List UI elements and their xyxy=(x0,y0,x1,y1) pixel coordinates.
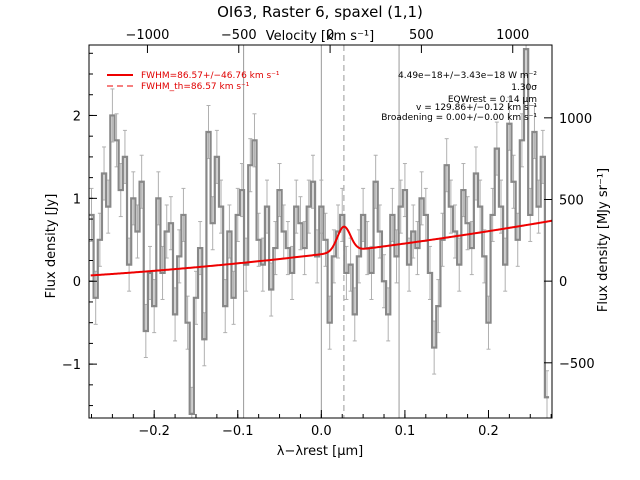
annotation-velocity: v = 129.86+/−0.12 km s⁻¹ xyxy=(416,103,537,113)
annotation-sigma: 1.30σ xyxy=(511,83,537,93)
annotation-broadening: Broadening = 0.00+/−0.00 km s⁻¹ xyxy=(381,113,537,123)
y2-tick-label: 0 xyxy=(559,275,567,290)
fit-annotations: 4.49e−18+/−3.43e−18 W m⁻² 1.30σ EQWrest … xyxy=(381,71,537,123)
top-tick-label: 1000 xyxy=(496,28,529,43)
data-step-series xyxy=(89,48,550,415)
top-tick-label: 0 xyxy=(326,28,334,43)
x-tick-label: 0.0 xyxy=(311,424,332,439)
x-axis-title: λ−λrest [μm] xyxy=(277,444,363,459)
y2-tick-label: 1000 xyxy=(559,112,592,127)
annotation-flux: 4.49e−18+/−3.43e−18 W m⁻² xyxy=(398,71,537,81)
y-tick-label: 1 xyxy=(73,192,81,207)
top-tick-label: −500 xyxy=(221,28,257,43)
y-tick-label: 2 xyxy=(73,109,81,124)
legend-label-fwhm: FWHM=86.57+/−46.76 km s⁻¹ xyxy=(141,71,280,81)
annotation-eqw: EQWrest = 0.14 μm xyxy=(448,95,537,105)
legend-label-fwhm-th: FWHM_th=86.57 km s⁻¹ xyxy=(141,82,250,92)
y-tick-label: 0 xyxy=(73,275,81,290)
y2-tick-label: 500 xyxy=(559,193,584,208)
x-tick-label: −0.1 xyxy=(222,424,254,439)
top-tick-label: 500 xyxy=(409,28,434,43)
y-tick-label: −1 xyxy=(62,358,81,373)
x-tick-label: 0.2 xyxy=(478,424,499,439)
y2-axis-title: Flux density [MJy sr⁻¹] xyxy=(596,168,611,312)
y2-tick-label: −500 xyxy=(559,357,595,372)
top-tick-label: −1000 xyxy=(125,28,169,43)
svg-text:Velocity [km s⁻¹]: Velocity [km s⁻¹] xyxy=(266,29,374,44)
y-axis-title: Flux density [Jy] xyxy=(44,194,59,299)
x-tick-label: −0.2 xyxy=(138,424,170,439)
fit-curve xyxy=(90,219,553,277)
chart-title: OI63, Raster 6, spaxel (1,1) xyxy=(217,3,423,21)
top-axis-title: Velocity [km s⁻¹] xyxy=(266,29,374,44)
legend: FWHM=86.57+/−46.76 km s⁻¹ FWHM_th=86.57 … xyxy=(107,71,280,92)
axis-ticks: −0.2 −0.1 0.0 0.1 0.2 −1000 −500 0 500 1000 −1 0 1 2 −… xyxy=(62,28,595,439)
plot-frame xyxy=(88,44,553,419)
x-tick-label: 0.1 xyxy=(395,424,416,439)
